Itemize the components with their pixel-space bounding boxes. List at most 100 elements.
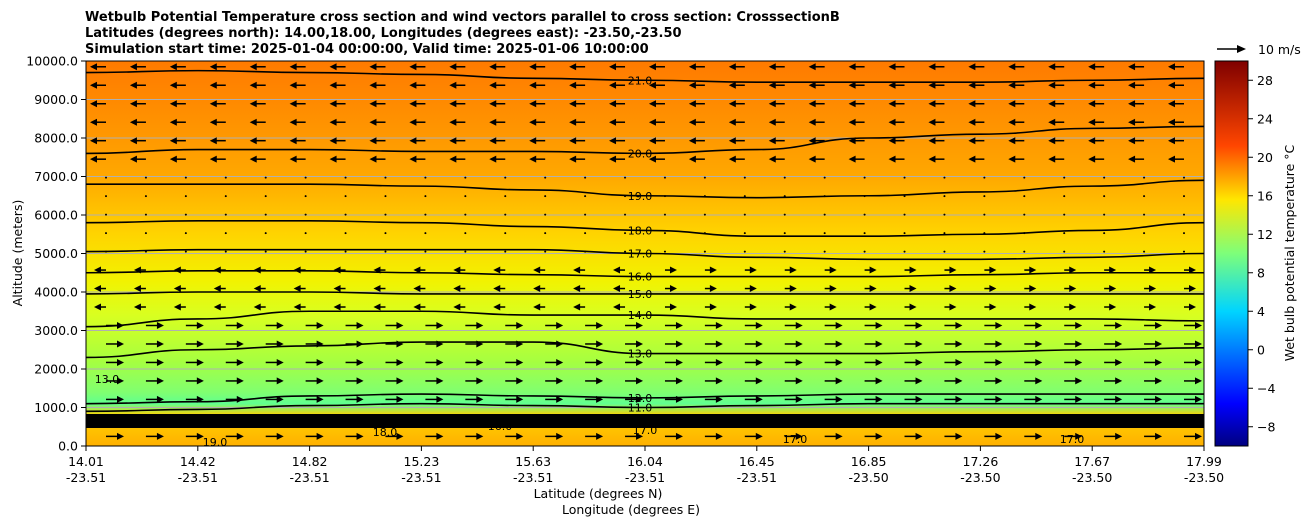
wind-vector-dot — [983, 250, 986, 253]
wind-vector — [863, 213, 866, 216]
wind-vector — [144, 213, 147, 216]
wind-vector — [505, 340, 524, 348]
colorbar: −8 −4 0 4 8 12 16 20 24 28 Wet bulb potential tem… — [1214, 60, 1297, 447]
wind-vector-head — [516, 358, 524, 366]
wind-vector — [784, 266, 797, 274]
wind-vector — [944, 303, 957, 311]
wind-vector-head — [728, 155, 736, 163]
wind-vector — [863, 176, 866, 179]
contour-label: 18.0 — [373, 426, 398, 439]
wind-vector — [304, 176, 307, 179]
wind-vector-dot — [105, 195, 107, 198]
wind-vector — [465, 414, 484, 422]
wind-vector-head — [835, 395, 843, 403]
wind-vector-head — [848, 137, 856, 145]
wind-vector-head — [596, 395, 604, 403]
wind-vector — [624, 213, 627, 216]
wind-vector — [824, 414, 843, 422]
wind-vector — [1063, 176, 1066, 179]
wind-vector — [848, 100, 865, 108]
wind-vector — [1103, 250, 1106, 253]
wind-vector-dot — [504, 250, 507, 253]
wind-vector-dot — [823, 250, 826, 253]
wind-vector — [106, 414, 124, 422]
wind-vector-head — [888, 63, 896, 71]
wind-vector — [1064, 395, 1083, 403]
x-axis-label-2: Longitude (degrees E) — [562, 502, 700, 517]
wind-vector-head — [596, 414, 604, 422]
wind-vector — [344, 195, 347, 198]
wind-vector — [424, 176, 427, 179]
wind-vector — [424, 195, 427, 198]
wind-vector — [1103, 195, 1106, 198]
wind-vector — [584, 213, 587, 216]
wind-vector-head — [1069, 266, 1077, 274]
wind-vector-head — [449, 155, 457, 163]
x-tick-label-lon: -23.51 — [66, 470, 106, 485]
wind-vector-head — [1128, 118, 1136, 126]
wind-vector-head — [928, 118, 936, 126]
wind-vector-head — [333, 285, 341, 293]
wind-vector-head — [848, 155, 856, 163]
wind-vector — [489, 137, 506, 145]
wind-vector-dot — [823, 176, 826, 179]
wind-vector — [585, 414, 604, 422]
wind-vector-head — [409, 155, 417, 163]
wind-vector — [863, 250, 866, 253]
wind-vector-dot — [1023, 250, 1026, 253]
wind-vector — [664, 432, 683, 440]
wind-vector-dot — [184, 176, 187, 179]
wind-vector-head — [449, 118, 457, 126]
wind-vector — [106, 321, 124, 329]
wind-vector — [1104, 340, 1123, 348]
wind-vector-head — [1075, 321, 1083, 329]
wind-vector — [784, 358, 803, 366]
wind-vector — [703, 232, 706, 235]
wind-vector-head — [795, 358, 803, 366]
wind-vector — [1064, 432, 1083, 440]
wind-vector — [304, 250, 307, 253]
wind-vector-head — [169, 100, 177, 108]
wind-vector-head — [1195, 321, 1202, 329]
wind-vector — [1144, 303, 1157, 311]
wind-vector — [783, 232, 786, 235]
wind-vector — [904, 358, 923, 366]
wind-vector — [289, 63, 306, 71]
wind-vector-head — [648, 63, 656, 71]
wind-vector — [489, 118, 506, 126]
wind-vector — [1184, 414, 1202, 422]
wind-vector-head — [117, 321, 124, 329]
wind-vector — [648, 100, 665, 108]
wind-vector — [545, 432, 564, 440]
wind-vector-head — [117, 358, 124, 366]
wind-vector — [864, 340, 883, 348]
wind-vector-head — [968, 155, 976, 163]
title-line-3: Simulation start time: 2025-01-04 00:00:… — [85, 42, 649, 57]
wind-vector-head — [1048, 81, 1056, 89]
wind-vector — [808, 81, 825, 89]
wind-vector-head — [409, 63, 417, 71]
wind-vector — [1143, 232, 1146, 235]
wind-vector-head — [596, 358, 604, 366]
wind-vector-head — [1195, 358, 1202, 366]
y-tick-label: 6000.0 — [34, 208, 78, 223]
wind-vector-head — [436, 358, 444, 366]
wind-vector-head — [596, 432, 604, 440]
wind-vector — [453, 303, 466, 311]
wind-vector — [184, 195, 187, 198]
contour-label: 13.0 — [95, 373, 120, 386]
contour-label: 20.0 — [628, 147, 653, 160]
wind-vector-dot — [863, 195, 866, 198]
wind-vector — [968, 100, 985, 108]
wind-vector-head — [276, 358, 284, 366]
wind-vector — [169, 100, 186, 108]
wind-vector — [1143, 213, 1146, 216]
wind-vector — [94, 266, 106, 274]
wind-vector-head — [196, 321, 204, 329]
wind-vector — [289, 100, 306, 108]
wind-vector-head — [533, 285, 541, 293]
wind-vector-head — [1075, 395, 1083, 403]
wind-vector — [1104, 285, 1117, 293]
wind-vector-head — [669, 266, 677, 274]
wind-vector — [728, 100, 745, 108]
